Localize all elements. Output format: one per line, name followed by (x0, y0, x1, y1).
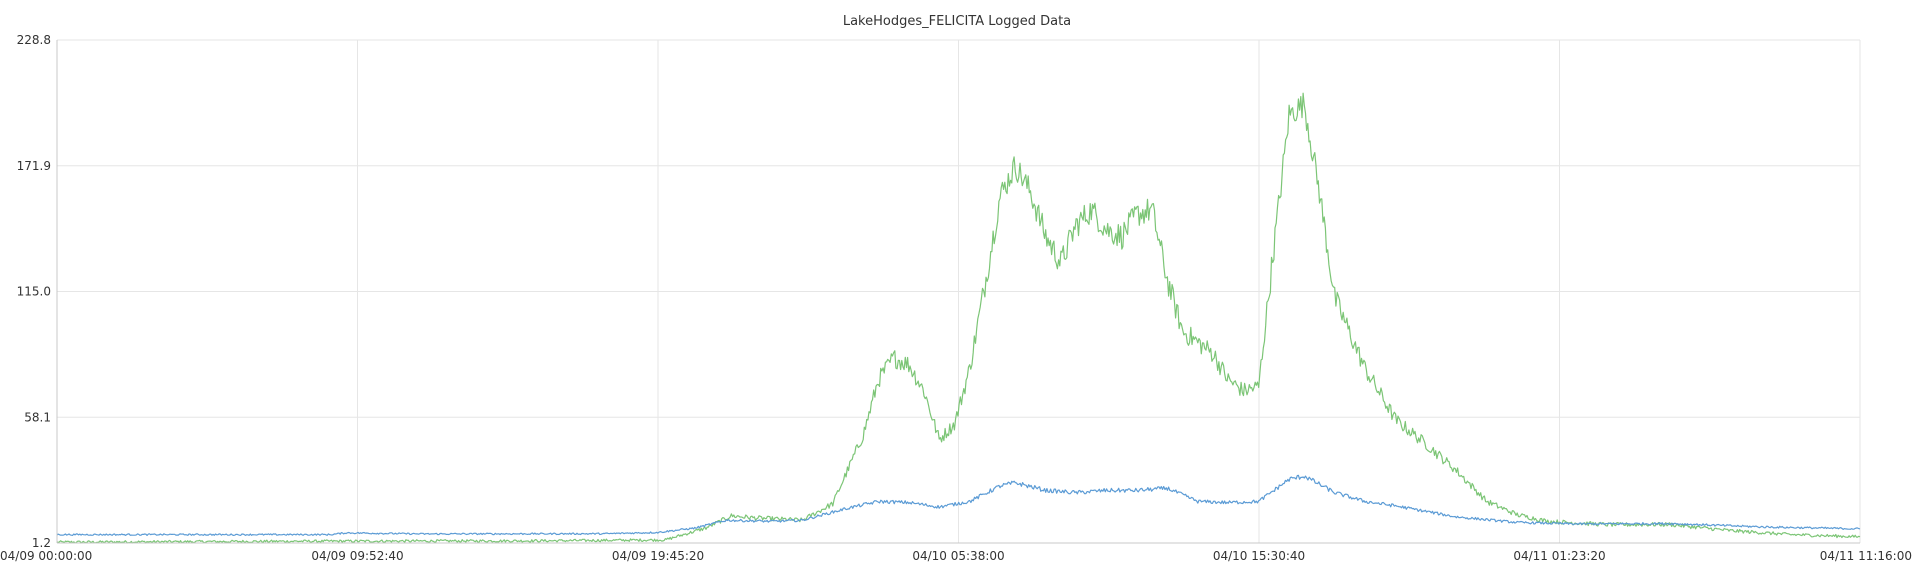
series-line-2 (56, 474, 1861, 536)
y-tick-label: 58.1 (24, 410, 51, 424)
chart-title: LakeHodges_FELICITA Logged Data (843, 14, 1071, 29)
x-tick-label: 04/11 01:23:20 (1513, 549, 1605, 563)
x-axis-tick-labels: 04/09 00:00:00 04/09 09:52:40 04/09 19:45:… (0, 549, 1912, 563)
x-tick-label: 04/10 05:38:00 (912, 549, 1004, 563)
x-tick-label: 04/10 15:30:40 (1213, 549, 1305, 563)
x-tick-label: 04/09 19:45:20 (612, 549, 704, 563)
grid (56, 39, 1861, 544)
series-lines (56, 92, 1861, 544)
axes (56, 40, 1860, 544)
y-axis-tick-labels: 1.2 58.1 115.0 171.9 228.8 (17, 33, 51, 550)
y-tick-label: 228.8 (17, 33, 51, 47)
x-tick-label: 04/09 09:52:40 (311, 549, 403, 563)
x-tick-label: 04/11 11:16:00 (1820, 549, 1912, 563)
x-tick-label: 04/09 00:00:00 (0, 549, 92, 563)
y-tick-label: 1.2 (32, 536, 51, 550)
y-tick-label: 115.0 (17, 285, 51, 299)
y-tick-label: 171.9 (17, 159, 51, 173)
